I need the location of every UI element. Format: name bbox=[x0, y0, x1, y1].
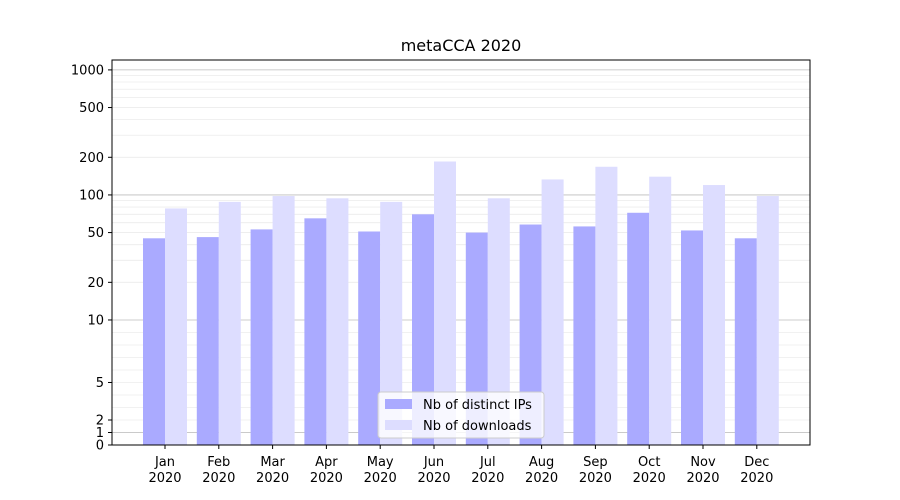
y-tick-label: 1000 bbox=[71, 63, 104, 78]
bar-downloads bbox=[649, 176, 672, 445]
x-axis: Jan 2020 Feb 2020 Mar 2020 Apr 2020 May 2020 Jun 20… bbox=[148, 445, 773, 486]
bar-downloads bbox=[487, 198, 510, 445]
bar-downloads bbox=[326, 198, 349, 445]
x-tick-label: Sep 2020 bbox=[579, 455, 612, 486]
legend-entry: Nb of downloads bbox=[423, 419, 532, 434]
y-tick-label: 200 bbox=[79, 151, 104, 166]
bar-distinct-ips bbox=[627, 212, 650, 445]
bar-distinct-ips bbox=[250, 229, 273, 445]
y-tick-label: 10 bbox=[87, 313, 104, 328]
x-tick-label: May 2020 bbox=[364, 455, 397, 486]
legend-swatch bbox=[385, 399, 412, 409]
bar-downloads bbox=[595, 166, 618, 445]
legend-box bbox=[377, 391, 545, 439]
y-tick-label: 2 bbox=[96, 413, 104, 428]
bar-downloads bbox=[380, 201, 403, 445]
y-tick-label: 20 bbox=[87, 276, 104, 291]
bar-distinct-ips bbox=[573, 226, 596, 445]
y-tick-label: 50 bbox=[87, 226, 104, 241]
bar-downloads bbox=[165, 208, 187, 445]
y-axis: 012 5 10 20 50 100 200 500 1000 bbox=[71, 63, 112, 454]
x-tick-label: Feb 2020 bbox=[202, 455, 235, 486]
y-tick-label: 5 bbox=[96, 376, 104, 391]
y-tick-label: 1 bbox=[96, 426, 104, 441]
bar-distinct-ips bbox=[196, 237, 219, 445]
bar-distinct-ips bbox=[412, 214, 434, 445]
chart-title: metaCCA 2020 bbox=[401, 36, 522, 55]
plot-area-frame bbox=[111, 59, 811, 446]
bar-downloads bbox=[541, 179, 564, 446]
x-tick-label: Jul 2020 bbox=[471, 455, 504, 486]
bar-distinct-ips bbox=[358, 231, 381, 445]
bar-distinct-ips bbox=[143, 238, 165, 445]
x-tick-label: Dec 2020 bbox=[740, 455, 773, 486]
bar-distinct-ips bbox=[519, 224, 542, 445]
x-tick-label: Jan 2020 bbox=[148, 455, 181, 486]
bar-downloads bbox=[703, 185, 725, 445]
legend-entry: Nb of distinct IPs bbox=[423, 398, 532, 413]
y-tick-label: 0 bbox=[96, 439, 104, 454]
legend: Nb of distinct IPs Nb of downloads bbox=[377, 391, 545, 439]
y-tick-label: 100 bbox=[79, 188, 104, 203]
bar-distinct-ips bbox=[681, 230, 703, 445]
bars bbox=[143, 161, 779, 446]
x-tick-label: Nov 2020 bbox=[686, 455, 719, 486]
x-tick-label: Aug 2020 bbox=[525, 455, 558, 486]
x-tick-label: Jun 2020 bbox=[417, 455, 450, 486]
x-tick-label: Apr 2020 bbox=[310, 455, 343, 486]
legend-swatch bbox=[385, 420, 412, 430]
bar-distinct-ips bbox=[734, 238, 757, 445]
bar-downloads bbox=[272, 196, 295, 445]
y-tick-label: 500 bbox=[79, 101, 104, 116]
bar-downloads bbox=[756, 196, 779, 445]
x-tick-label: Oct 2020 bbox=[633, 455, 666, 486]
x-tick-label: Mar 2020 bbox=[256, 455, 289, 486]
bar-distinct-ips bbox=[304, 218, 327, 445]
bar-downloads bbox=[218, 201, 241, 445]
bar-downloads bbox=[434, 161, 456, 445]
